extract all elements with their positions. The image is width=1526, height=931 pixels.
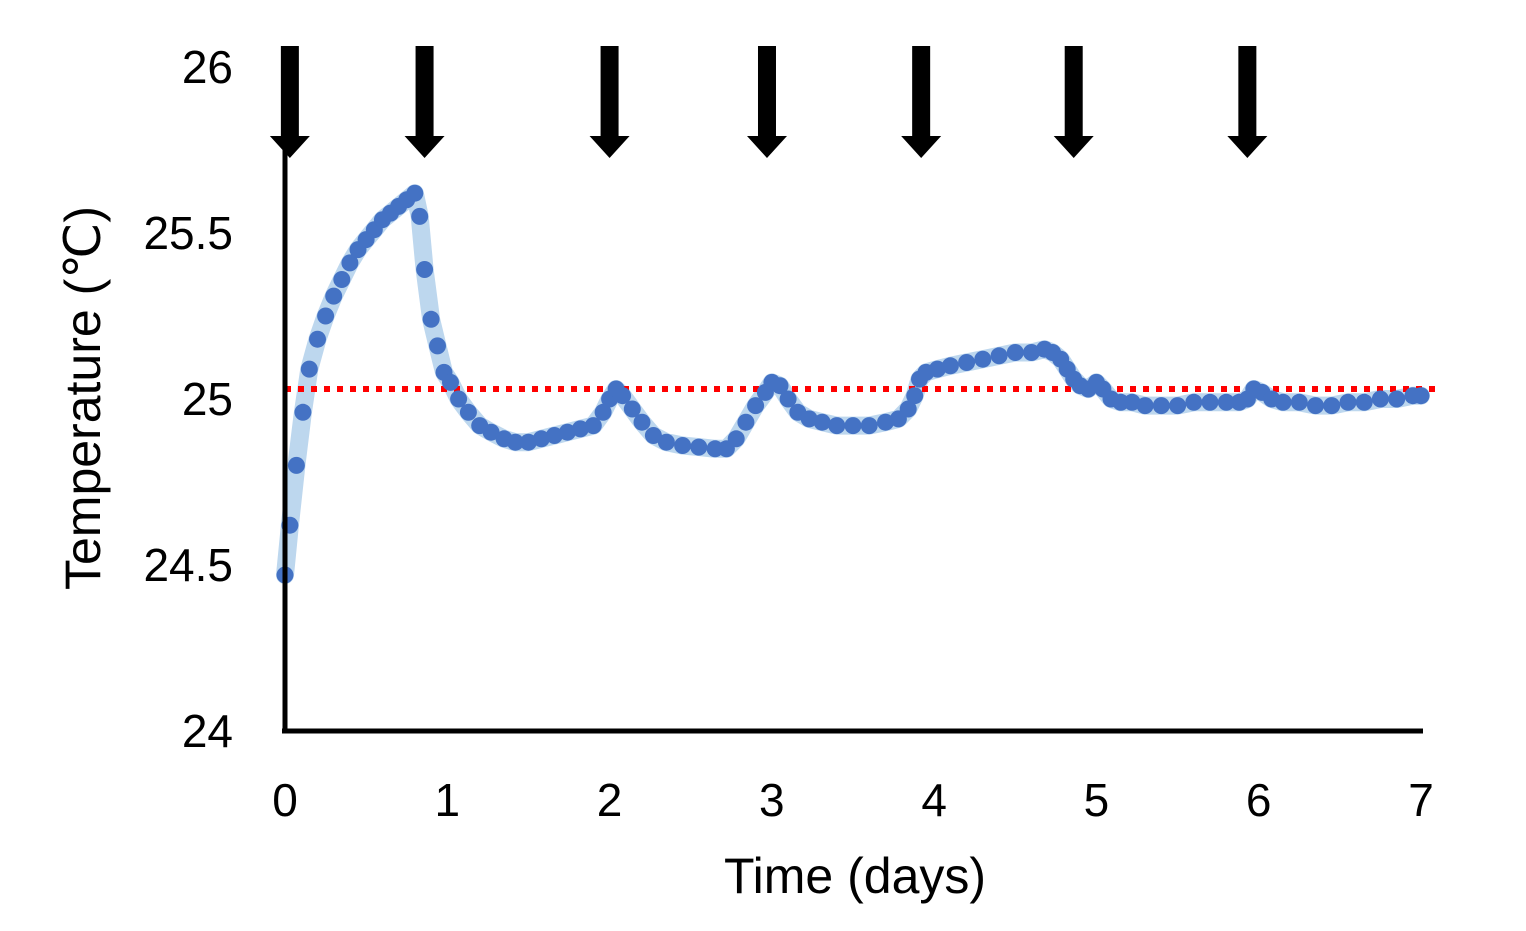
data-point bbox=[519, 433, 537, 451]
x-tick-label: 4 bbox=[921, 774, 947, 826]
data-point bbox=[844, 417, 862, 435]
data-point bbox=[906, 387, 924, 405]
x-axis-title: Time (days) bbox=[724, 848, 986, 904]
data-point bbox=[1307, 397, 1324, 415]
data-point bbox=[450, 390, 468, 408]
event-arrows-group bbox=[269, 46, 1268, 158]
data-point bbox=[545, 427, 563, 444]
down-arrow-icon bbox=[901, 46, 942, 158]
data-point bbox=[584, 417, 602, 435]
axes-group bbox=[282, 60, 1423, 734]
data-point bbox=[928, 360, 946, 378]
data-point bbox=[860, 417, 878, 435]
y-tick-label: 26 bbox=[182, 41, 233, 93]
down-arrow-icon bbox=[1227, 46, 1268, 158]
data-point bbox=[1201, 393, 1219, 411]
data-point bbox=[644, 427, 662, 444]
data-point bbox=[990, 347, 1008, 365]
data-point bbox=[1371, 390, 1389, 408]
data-point bbox=[532, 430, 550, 448]
x-tick-label: 3 bbox=[759, 774, 785, 826]
tick-labels-group: 0 1 2 3 4 5 6 7 24 24.5 25 25.5 26 bbox=[143, 41, 1433, 826]
data-point bbox=[771, 377, 789, 395]
x-tick-label: 6 bbox=[1246, 774, 1272, 826]
down-arrow-icon bbox=[404, 46, 445, 158]
data-point bbox=[1023, 344, 1040, 361]
data-point bbox=[1185, 393, 1203, 411]
y-axis-title: Temperature (℃) bbox=[55, 206, 111, 590]
data-point bbox=[429, 337, 446, 355]
data-point bbox=[690, 438, 708, 456]
data-point bbox=[1323, 397, 1341, 415]
data-point bbox=[594, 403, 612, 421]
down-arrow-icon bbox=[269, 46, 310, 158]
data-point bbox=[1169, 397, 1187, 415]
data-point bbox=[294, 403, 312, 421]
data-point bbox=[571, 420, 589, 438]
x-tick-label: 2 bbox=[597, 774, 623, 826]
data-point bbox=[1152, 397, 1170, 415]
data-point bbox=[1355, 393, 1373, 411]
y-tick-label: 24.5 bbox=[143, 539, 233, 591]
data-point bbox=[800, 410, 818, 428]
data-point bbox=[877, 413, 894, 431]
data-point bbox=[899, 400, 917, 418]
y-tick-label: 25.5 bbox=[143, 207, 233, 259]
data-point bbox=[482, 423, 500, 441]
data-point bbox=[623, 400, 641, 418]
data-point bbox=[341, 254, 359, 272]
data-point bbox=[333, 271, 351, 288]
data-point bbox=[287, 456, 305, 474]
data-point bbox=[558, 423, 576, 441]
data-point bbox=[747, 397, 765, 415]
series-points-group bbox=[276, 184, 1430, 584]
data-point bbox=[1217, 393, 1235, 411]
data-point bbox=[657, 433, 675, 451]
data-point bbox=[974, 350, 992, 368]
data-point bbox=[442, 373, 459, 391]
data-point bbox=[1388, 390, 1406, 408]
data-point bbox=[674, 437, 692, 454]
data-point bbox=[1290, 393, 1308, 411]
data-point bbox=[1136, 397, 1154, 415]
data-point bbox=[633, 413, 651, 431]
data-point bbox=[1412, 387, 1430, 405]
down-arrow-icon bbox=[1053, 46, 1094, 158]
data-point bbox=[406, 184, 424, 202]
x-tick-label: 1 bbox=[434, 774, 460, 826]
down-arrow-icon bbox=[746, 46, 787, 158]
data-point bbox=[506, 433, 524, 451]
data-point bbox=[614, 387, 632, 405]
data-point bbox=[309, 330, 326, 348]
data-point bbox=[317, 307, 335, 325]
x-tick-label: 7 bbox=[1408, 774, 1434, 826]
data-point bbox=[459, 403, 477, 421]
x-tick-label: 5 bbox=[1084, 774, 1110, 826]
down-arrow-icon bbox=[589, 46, 630, 158]
data-point bbox=[325, 287, 343, 305]
data-point bbox=[1123, 393, 1141, 411]
data-point bbox=[300, 360, 318, 378]
data-point bbox=[727, 430, 745, 448]
data-point bbox=[958, 354, 976, 371]
data-point bbox=[411, 207, 429, 225]
data-point bbox=[1339, 393, 1357, 411]
data-point bbox=[813, 413, 831, 431]
x-tick-label: 0 bbox=[272, 774, 298, 826]
data-point bbox=[828, 417, 846, 435]
data-point bbox=[779, 390, 797, 408]
data-point bbox=[416, 261, 434, 278]
data-point bbox=[737, 413, 755, 431]
data-point bbox=[941, 357, 959, 375]
data-point bbox=[422, 310, 440, 328]
data-point bbox=[1006, 344, 1024, 361]
data-point bbox=[1274, 393, 1292, 411]
y-tick-label: 25 bbox=[182, 373, 233, 425]
y-tick-label: 24 bbox=[182, 705, 233, 757]
